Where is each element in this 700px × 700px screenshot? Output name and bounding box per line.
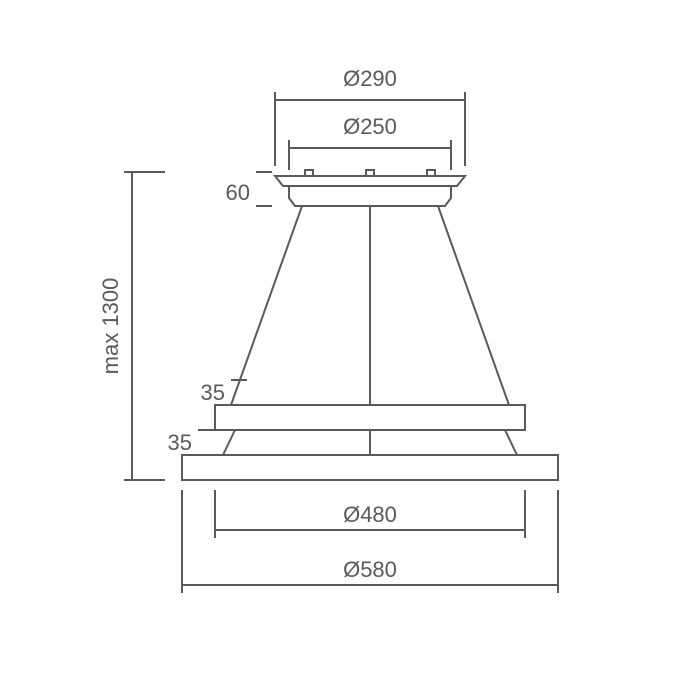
- dim-h35b-label: 35: [168, 430, 192, 455]
- dim-d480-label: Ø480: [343, 502, 397, 527]
- dim-h60: 60: [226, 172, 272, 206]
- canopy: [275, 170, 465, 206]
- dim-h35-lower: 35: [168, 430, 214, 455]
- dim-d290-label: Ø290: [343, 66, 397, 91]
- dim-d250-label: Ø250: [343, 114, 397, 139]
- ring-580: [182, 455, 558, 480]
- ring-480: [215, 405, 525, 430]
- dim-d250: Ø250: [289, 114, 451, 170]
- dim-h60-label: 60: [226, 180, 250, 205]
- dim-d480: Ø480: [215, 490, 525, 538]
- dim-h35-upper: 35: [201, 380, 247, 405]
- dim-h35a-label: 35: [201, 380, 225, 405]
- dim-max1300-label: max 1300: [98, 278, 123, 375]
- wires-lower: [223, 430, 517, 455]
- wires-upper: [231, 206, 509, 405]
- technical-drawing: Ø290 Ø250 60: [0, 0, 700, 700]
- dim-d580-label: Ø580: [343, 557, 397, 582]
- dim-max1300: max 1300: [98, 172, 165, 480]
